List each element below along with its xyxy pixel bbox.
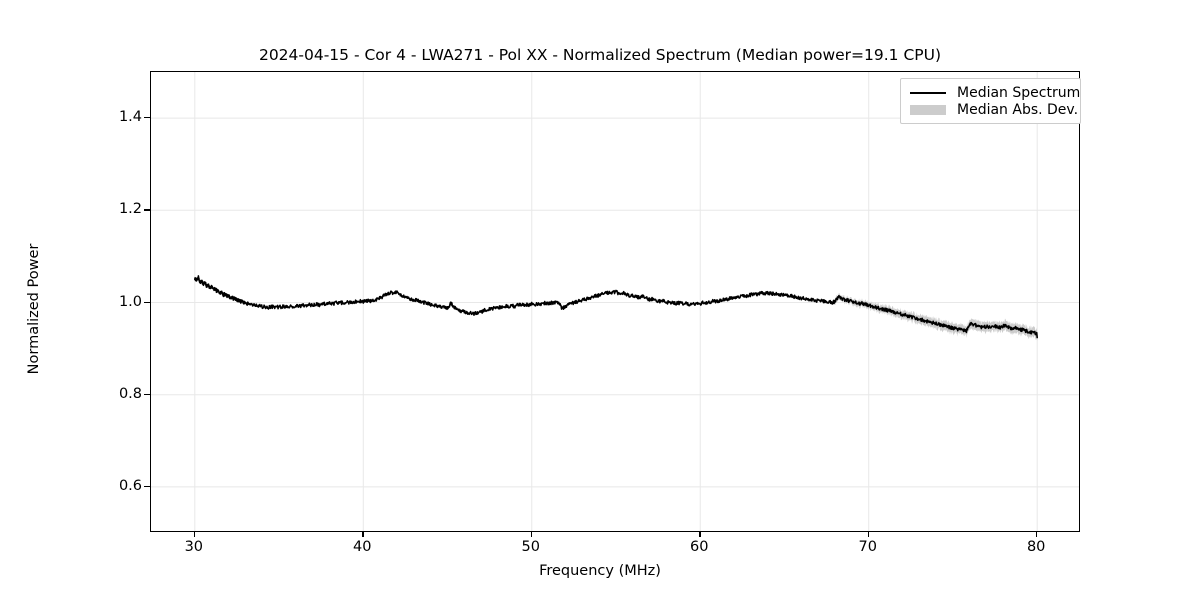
y-tick-mark: [144, 393, 150, 395]
x-tick-label: 40: [353, 539, 372, 555]
x-tick-mark: [867, 531, 869, 537]
legend-patch-key-icon: [908, 103, 948, 117]
plot-area: [150, 71, 1080, 532]
spectrum-plot-svg: [151, 72, 1079, 531]
grid-lines: [151, 72, 1079, 531]
legend-line-key-icon: [908, 86, 948, 100]
y-tick-label: 0.8: [118, 385, 142, 402]
y-tick-mark: [144, 301, 150, 303]
y-tick-mark: [144, 485, 150, 488]
chart-title: 2024-04-15 - Cor 4 - LWA271 - Pol XX - N…: [258, 46, 942, 64]
x-tick-mark: [193, 531, 196, 537]
legend: Median Spectrum Median Abs. Dev.: [900, 78, 1081, 124]
y-axis-tick-labels: 0.6 0.8 1.0 1.2 1.4: [96, 0, 142, 600]
y-tick-label: 1.0: [118, 293, 142, 310]
median-abs-dev-band: [194, 274, 1038, 342]
x-tick-mark: [530, 531, 533, 537]
y-tick-mark: [144, 117, 150, 119]
x-tick-label: 50: [521, 539, 540, 555]
x-tick-label: 60: [690, 539, 709, 555]
y-axis-label: Normalized Power: [26, 243, 42, 375]
legend-label-median-abs-dev: Median Abs. Dev.: [957, 101, 1079, 118]
y-tick-label: 1.2: [118, 201, 142, 218]
median-spectrum-line: [194, 275, 1038, 339]
x-tick-mark: [1036, 531, 1038, 537]
x-tick-mark: [362, 531, 364, 537]
y-tick-label: 0.6: [118, 477, 142, 494]
legend-item-median-abs-dev: Median Abs. Dev.: [908, 101, 1078, 118]
x-axis-label: Frequency (MHz): [539, 563, 661, 579]
legend-label-median-spectrum: Median Spectrum: [957, 84, 1081, 101]
y-tick-mark: [144, 209, 150, 211]
x-tick-label: 30: [184, 539, 204, 555]
legend-item-median-spectrum: Median Spectrum: [908, 84, 1080, 101]
x-axis-tick-labels: 30 40 50 60 70 80: [0, 539, 1200, 563]
y-tick-label: 1.4: [118, 109, 142, 126]
x-tick-label: 70: [858, 539, 877, 555]
x-tick-label: 80: [1026, 539, 1046, 555]
x-tick-mark: [699, 531, 701, 537]
